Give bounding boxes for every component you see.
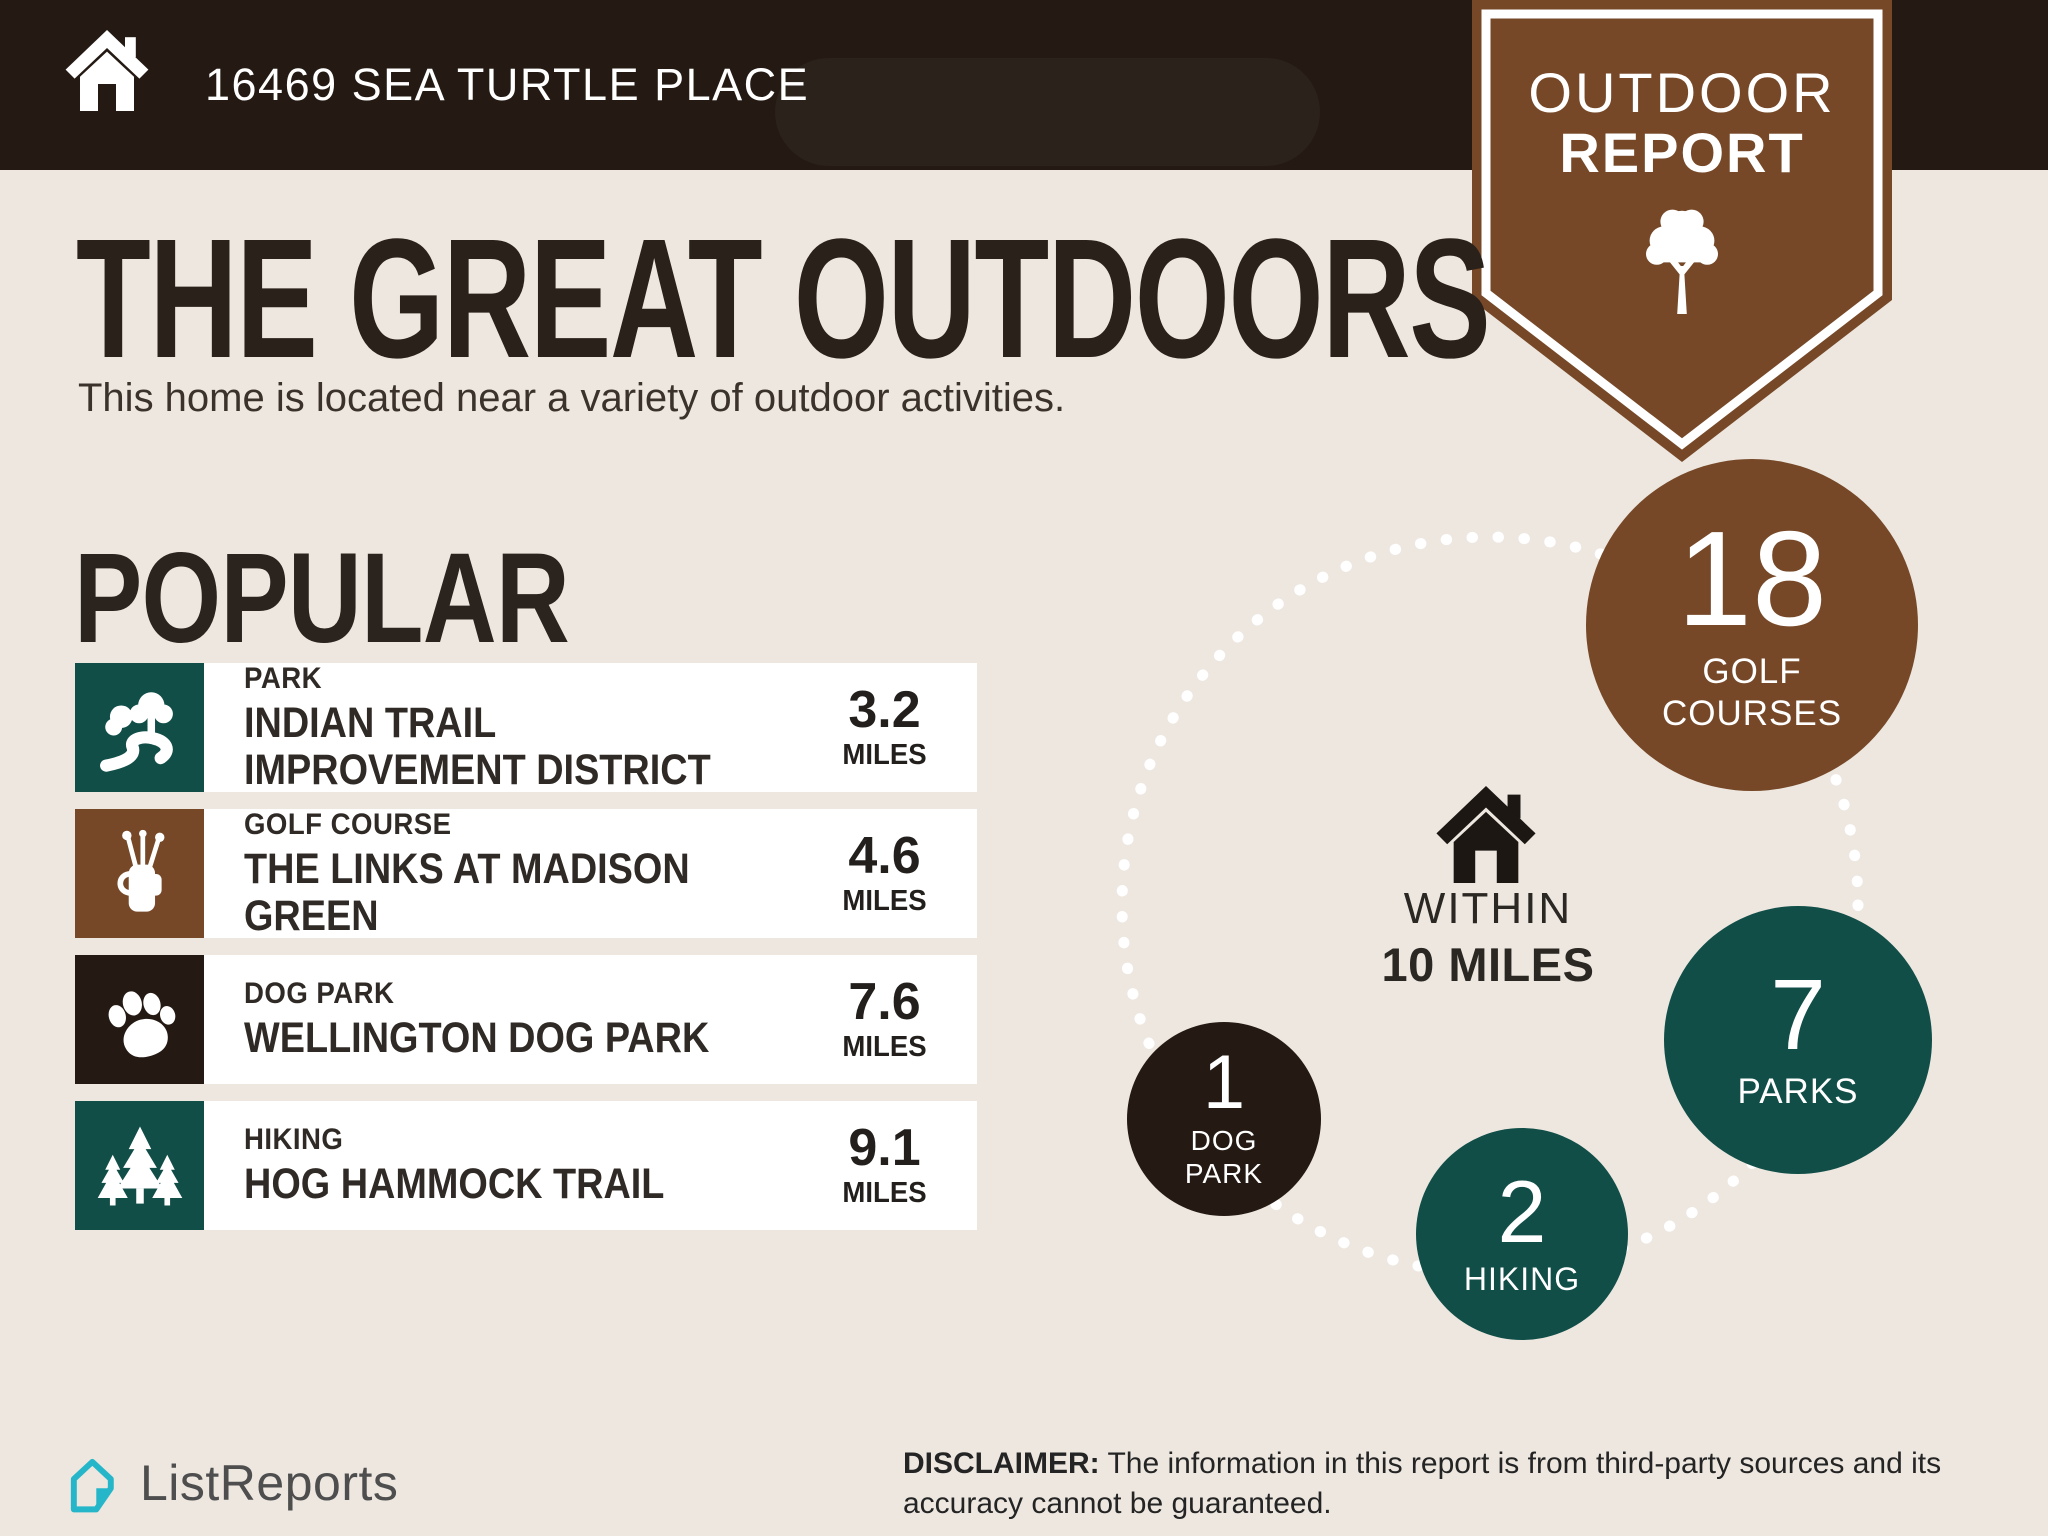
within-label: WITHIN (1403, 884, 1573, 933)
list-item-golf-course: GOLF COURSE THE LINKS AT MADISON GREEN 4… (75, 808, 977, 940)
list-item-hiking: HIKING HOG HAMMOCK TRAIL 9.1 MILES (75, 1101, 977, 1230)
ribbon-line2: REPORT (1559, 121, 1804, 184)
item-category: HIKING (244, 1123, 344, 1157)
bubble-hiking: 2 HIKING (1416, 1128, 1628, 1340)
item-distance: 3.2 (848, 680, 921, 739)
listreports-house-page-icon (70, 1458, 114, 1513)
outdoor-report-ribbon: OUTDOOR REPORT (1472, 0, 1892, 470)
item-name: WELLINGTON DOG PARK (244, 1014, 710, 1063)
ribbon-line1: OUTDOOR (1528, 61, 1835, 124)
item-name: INDIAN TRAIL IMPROVEMENT DISTRICT (244, 699, 711, 794)
item-name: THE LINKS AT MADISON GREEN (244, 845, 690, 940)
hiking-count: 2 (1497, 1162, 1547, 1261)
item-category: DOG PARK (244, 977, 395, 1011)
item-distance-unit: MILES (842, 1176, 927, 1209)
item-distance-unit: MILES (842, 884, 927, 917)
park-trees-path-icon (75, 663, 204, 792)
item-category: GOLF COURSE (244, 808, 452, 842)
home-icon (1436, 786, 1536, 883)
disclaimer-label: DISCLAIMER: (903, 1447, 1100, 1480)
brand-name: ListReports (140, 1455, 399, 1511)
radius-center-label: WITHIN 10 MILES (1290, 884, 1686, 992)
dog-park-count: 1 (1202, 1040, 1246, 1126)
golf-courses-label: GOLF COURSES (1661, 652, 1843, 734)
popular-heading: POPULAR (74, 527, 570, 670)
disclaimer: DISCLAIMER: The information in this repo… (903, 1444, 2043, 1523)
property-address: 16469 SEA TURTLE PLACE (205, 59, 810, 110)
item-distance-unit: MILES (842, 738, 927, 771)
disclaimer-text: The information in this report is from t… (903, 1447, 1942, 1520)
list-item-park: PARK INDIAN TRAIL IMPROVEMENT DISTRICT 3… (75, 662, 977, 794)
redacted-area (775, 58, 1320, 166)
item-distance: 9.1 (848, 1118, 921, 1177)
item-category: PARK (244, 662, 322, 696)
pine-trees-icon (75, 1101, 204, 1230)
hiking-label: HIKING (1463, 1260, 1581, 1297)
bubble-parks: 7 PARKS (1664, 906, 1932, 1174)
item-name: HOG HAMMOCK TRAIL (244, 1160, 665, 1209)
golf-bag-icon (75, 809, 204, 938)
parks-label: PARKS (1737, 1071, 1859, 1111)
bubble-dog-park: 1 DOG PARK (1127, 1022, 1321, 1216)
golf-courses-count: 18 (1676, 502, 1828, 654)
page-subtitle: This home is located near a variety of o… (78, 376, 1066, 420)
home-icon (65, 30, 149, 111)
ten-miles-label: 10 MILES (1381, 938, 1595, 991)
popular-list: PARK INDIAN TRAIL IMPROVEMENT DISTRICT 3… (75, 662, 977, 1230)
list-item-dog-park: DOG PARK WELLINGTON DOG PARK 7.6 MILES (75, 955, 977, 1084)
tree-icon (1646, 209, 1718, 314)
item-distance-unit: MILES (842, 1030, 927, 1063)
parks-count: 7 (1770, 958, 1826, 1071)
item-distance: 7.6 (848, 972, 921, 1031)
page-title: THE GREAT OUTDOORS (76, 204, 1491, 394)
bubble-golf-courses: 18 GOLF COURSES (1586, 459, 1918, 791)
paw-icon (75, 955, 204, 1084)
item-distance: 4.6 (848, 826, 921, 885)
listreports-logo: ListReports (58, 1450, 398, 1516)
dog-park-label: DOG PARK (1184, 1124, 1264, 1190)
